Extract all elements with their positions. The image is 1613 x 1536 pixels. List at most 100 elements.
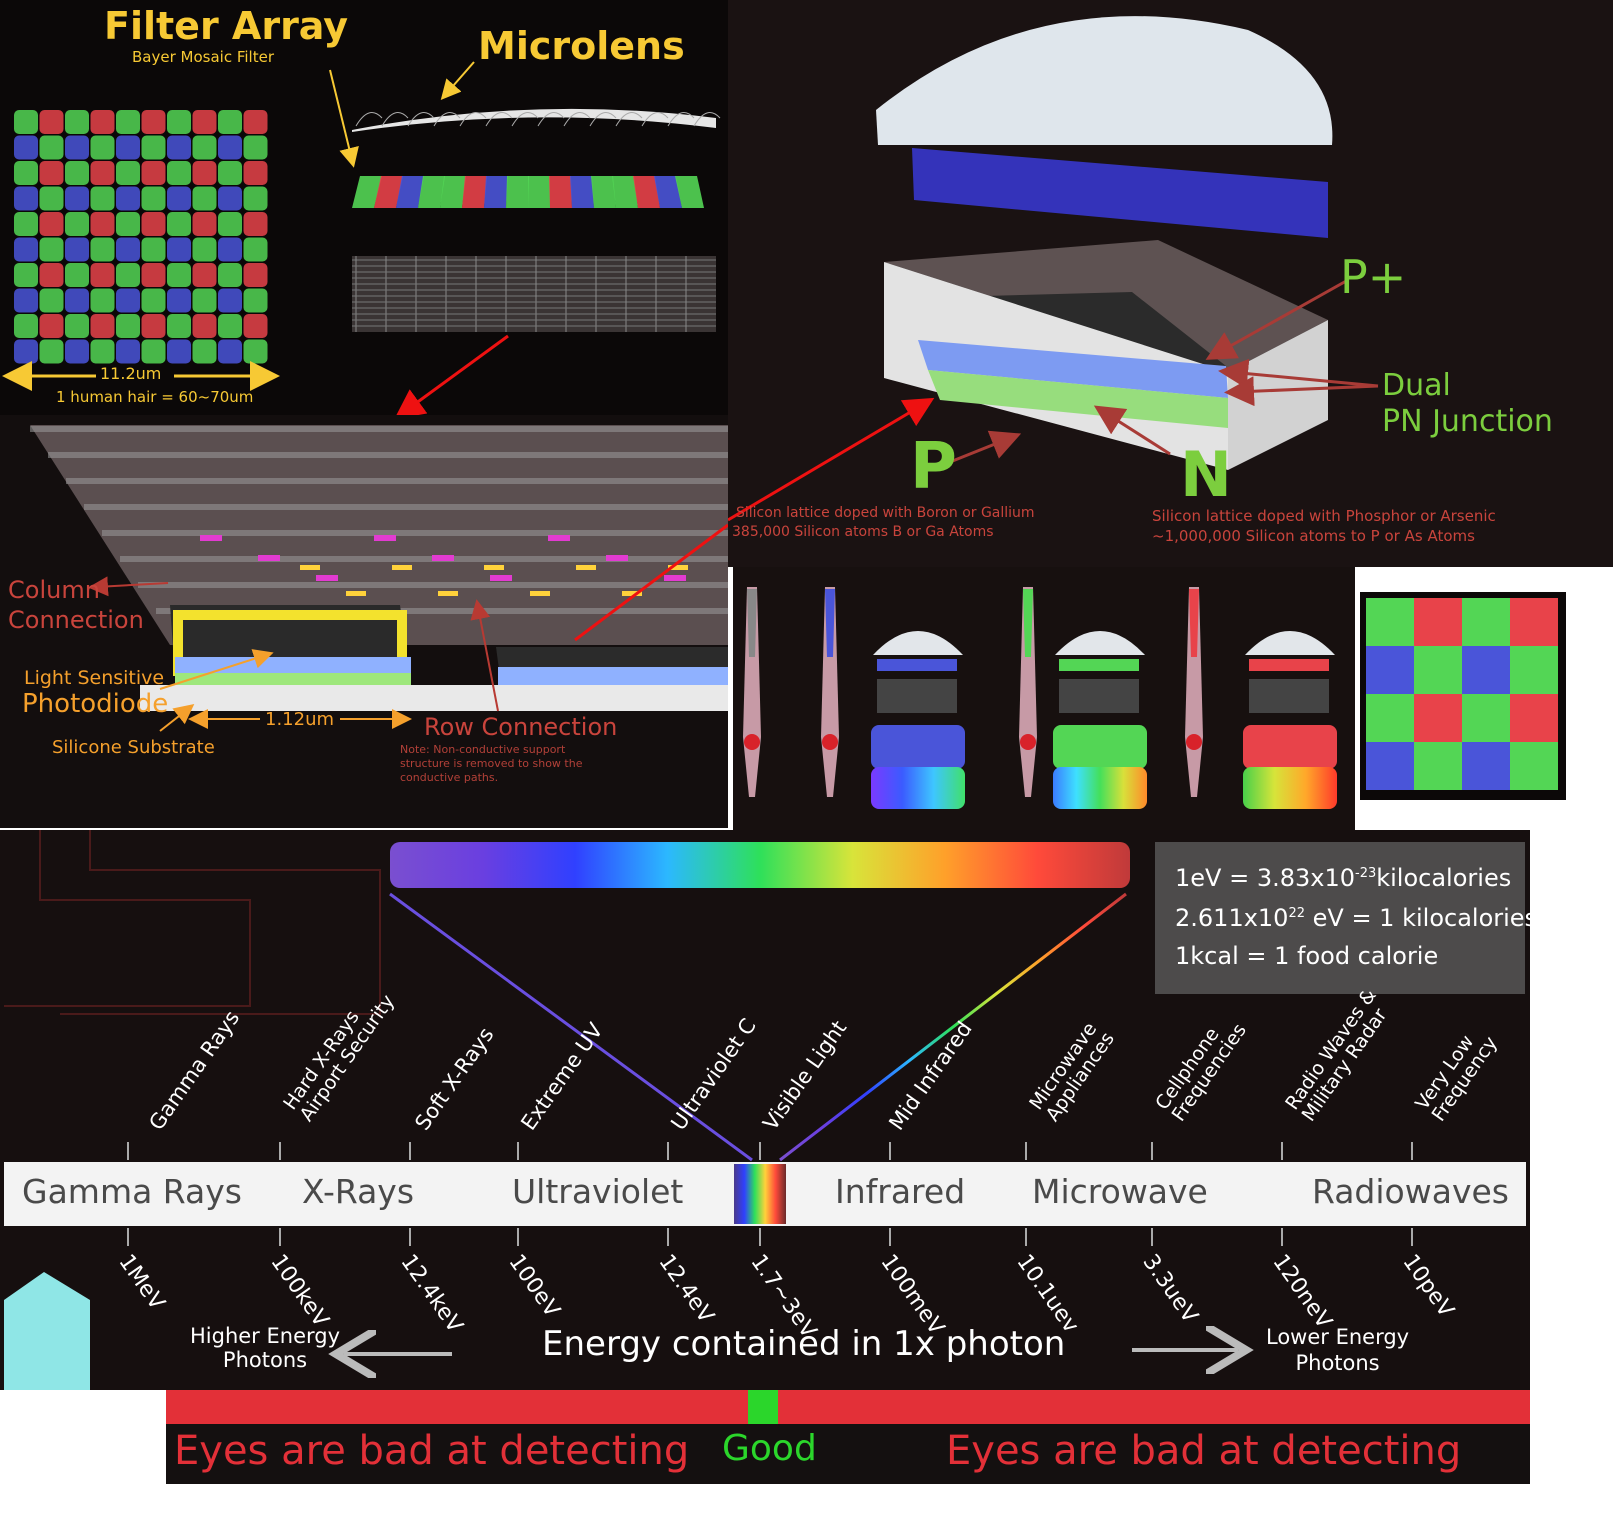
p-caption-line1: Silicon lattice doped with Boron or Gall… bbox=[736, 505, 1035, 521]
dome-lens bbox=[876, 16, 1333, 145]
color-swatch-spectrum bbox=[871, 767, 965, 809]
mosaic-cell bbox=[116, 186, 140, 211]
mosaic-cell bbox=[116, 314, 140, 338]
color-swatch-top bbox=[871, 725, 965, 769]
microlens-bump bbox=[537, 112, 565, 127]
mosaic-cell bbox=[243, 110, 268, 134]
filter-strip bbox=[440, 176, 466, 208]
metal-pad bbox=[200, 535, 222, 541]
mosaic-cell bbox=[90, 186, 115, 211]
row-connection-arrow bbox=[470, 599, 499, 712]
contact-strip bbox=[576, 565, 596, 570]
mini-pixel bbox=[1249, 679, 1329, 713]
mosaic-cell bbox=[167, 237, 191, 262]
mosaic-cell bbox=[65, 212, 89, 236]
mosaic-cell bbox=[218, 288, 242, 313]
mosaic-cell bbox=[14, 339, 38, 364]
mosaic-cell bbox=[243, 237, 268, 262]
photodiode-right-n bbox=[498, 667, 728, 685]
mini-lens bbox=[1245, 631, 1335, 655]
mosaic-cell bbox=[218, 212, 242, 236]
filter-strip bbox=[528, 176, 550, 208]
contact-strip bbox=[530, 591, 550, 596]
mosaic-cell bbox=[141, 288, 166, 313]
mosaic-cell bbox=[116, 161, 140, 185]
photodiode-label: Photodiode bbox=[22, 689, 169, 719]
column-connection-label: Column Connection bbox=[8, 576, 144, 634]
bad-bar-right bbox=[778, 1390, 1530, 1424]
metal-pad bbox=[664, 575, 686, 581]
filter-strip bbox=[612, 176, 638, 208]
mosaic-cell bbox=[65, 110, 89, 134]
filter-strip bbox=[675, 176, 704, 208]
mosaic-cell bbox=[141, 212, 166, 236]
microlens-bump bbox=[615, 112, 643, 127]
visible-slot bbox=[734, 1164, 786, 1224]
mosaic-cell bbox=[90, 110, 115, 134]
mosaic-cell bbox=[116, 263, 140, 287]
filter-strip bbox=[396, 176, 424, 208]
mosaic-cell bbox=[39, 135, 64, 160]
metal-pad bbox=[548, 535, 570, 541]
mosaic-cell bbox=[39, 110, 64, 134]
filter-strip bbox=[418, 176, 445, 208]
good-bar bbox=[748, 1390, 778, 1424]
spectrum-zoom-line-left bbox=[389, 892, 753, 1162]
band-label-ultraviolet: Ultraviolet bbox=[512, 1172, 684, 1211]
filter-pointer-arrow bbox=[329, 69, 359, 168]
filter-strip bbox=[591, 176, 616, 208]
microlens-layer bbox=[352, 108, 716, 132]
band-label-microwave: Microwave bbox=[1032, 1172, 1208, 1211]
mosaic-cell bbox=[167, 135, 191, 160]
column-connection-arrow bbox=[88, 576, 169, 597]
mosaic-cell bbox=[167, 110, 191, 134]
cone-nucleus bbox=[1020, 734, 1036, 750]
filter-size-label: 11.2um bbox=[100, 364, 162, 383]
contact-strip bbox=[438, 591, 458, 596]
pn-junction-panel: P+ Dual PN Junction P N Silicon lattice … bbox=[728, 0, 1613, 567]
microlens-bump bbox=[381, 112, 409, 127]
metal-pad bbox=[258, 555, 280, 561]
metal-pad bbox=[490, 575, 512, 581]
hexagon-decoration bbox=[4, 1272, 90, 1390]
mosaic-cell bbox=[192, 110, 217, 134]
metal-pad bbox=[316, 575, 338, 581]
contact-strip bbox=[668, 565, 688, 570]
mini-lens bbox=[1055, 631, 1145, 655]
n-layer bbox=[918, 340, 1228, 398]
bayer-grid-graphics bbox=[1366, 598, 1558, 790]
cone-tip bbox=[1023, 589, 1033, 657]
microlens-title: Microlens bbox=[478, 24, 685, 68]
color-swatch-top bbox=[1053, 725, 1147, 769]
microlens-bump bbox=[641, 112, 669, 127]
microlens-bump bbox=[433, 112, 461, 127]
spectrum-zoom-line-right bbox=[779, 892, 1127, 1162]
pixel-structure-panel: Column Connection Light Sensitive Photod… bbox=[0, 415, 728, 828]
circuit-trace bbox=[4, 830, 251, 1007]
p-plus-arrow bbox=[1205, 278, 1349, 360]
microlens-bump bbox=[407, 112, 435, 127]
mosaic-cell bbox=[39, 339, 64, 364]
bayer-cell bbox=[1366, 742, 1414, 790]
p-caption-line2: 385,000 Silicon atoms B or Ga Atoms bbox=[732, 524, 994, 540]
bayer-cell bbox=[1510, 742, 1558, 790]
silicone-substrate-label: Silicone Substrate bbox=[52, 737, 215, 758]
contact-strip bbox=[622, 591, 642, 596]
substrate-block bbox=[140, 685, 728, 711]
mosaic-cell bbox=[65, 135, 89, 160]
food-calorie-line: 1kcal = 1 food calorie bbox=[1175, 942, 1439, 970]
n-arrow bbox=[1093, 405, 1171, 456]
p-arrow bbox=[949, 430, 1022, 464]
mosaic-cell bbox=[116, 110, 140, 134]
mosaic-cell bbox=[39, 186, 64, 211]
filter-strip bbox=[484, 176, 508, 208]
mosaic-cell bbox=[141, 186, 166, 211]
mosaic-cell bbox=[167, 339, 191, 364]
mosaic-cell bbox=[14, 263, 38, 287]
mosaic-cell bbox=[141, 161, 166, 185]
bayer-cell bbox=[1414, 598, 1462, 646]
conversion-box: 1eV = 3.83x10-23kilocalories 2.611x1022 … bbox=[1155, 842, 1530, 994]
contact-strip bbox=[484, 565, 504, 570]
mosaic-cell bbox=[90, 263, 115, 287]
photodiode-arrow bbox=[159, 649, 274, 690]
